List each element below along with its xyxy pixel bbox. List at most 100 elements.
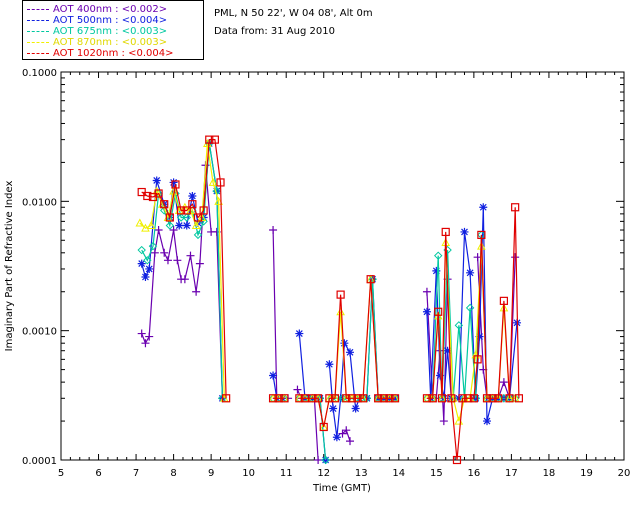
data-point bbox=[319, 422, 328, 432]
data-point bbox=[494, 394, 503, 403]
data-point bbox=[182, 206, 191, 215]
series-group bbox=[135, 135, 524, 465]
data-point bbox=[346, 437, 355, 446]
data-point bbox=[188, 200, 197, 209]
data-point bbox=[499, 296, 508, 305]
series-1 bbox=[137, 139, 522, 464]
legend-item-870nm: AOT 870nm : <0.003> bbox=[27, 37, 167, 49]
data-point bbox=[269, 226, 278, 235]
y-axis-ticks: 0.0001 0.0010 0.0100 0.1000 bbox=[22, 68, 624, 467]
x-tick-label: 16 bbox=[467, 468, 480, 479]
data-point bbox=[160, 248, 169, 257]
data-point bbox=[458, 394, 467, 403]
data-point bbox=[332, 433, 341, 442]
data-point bbox=[473, 355, 482, 364]
data-point bbox=[336, 307, 345, 316]
series-line bbox=[328, 279, 395, 438]
data-point bbox=[325, 394, 334, 403]
data-point bbox=[422, 307, 431, 316]
data-date: Data from: 31 Aug 2010 bbox=[214, 26, 335, 37]
data-point bbox=[137, 329, 146, 338]
data-point bbox=[146, 220, 156, 230]
data-point bbox=[137, 245, 146, 255]
x-tick-label: 5 bbox=[58, 468, 64, 479]
data-point bbox=[342, 394, 351, 403]
data-point bbox=[436, 371, 445, 380]
data-point bbox=[145, 264, 154, 273]
y-tick-label: 0.0100 bbox=[22, 197, 57, 208]
data-point bbox=[295, 329, 304, 338]
data-point bbox=[391, 394, 400, 403]
legend-label: AOT 1020nm : <0.004> bbox=[53, 48, 174, 59]
x-tick-label: 9 bbox=[208, 468, 214, 479]
data-point bbox=[374, 394, 383, 403]
data-point bbox=[154, 189, 163, 198]
series-4 bbox=[137, 135, 524, 465]
x-tick-label: 12 bbox=[317, 468, 330, 479]
legend-item-1020nm: AOT 1020nm : <0.004> bbox=[27, 48, 173, 60]
data-point bbox=[182, 213, 191, 222]
data-point bbox=[135, 218, 145, 227]
legend-item-400nm: AOT 400nm : <0.002> bbox=[27, 4, 167, 16]
legend: AOT 400nm : <0.002> AOT 500nm : <0.004> … bbox=[22, 0, 204, 60]
data-point bbox=[466, 268, 475, 277]
data-point bbox=[488, 394, 497, 403]
data-point bbox=[511, 253, 520, 262]
x-tick-label: 19 bbox=[580, 468, 593, 479]
data-point bbox=[186, 251, 195, 260]
data-point bbox=[180, 275, 189, 284]
data-point bbox=[325, 360, 334, 369]
data-point bbox=[145, 332, 154, 341]
data-point bbox=[454, 321, 464, 330]
legend-item-500nm: AOT 500nm : <0.004> bbox=[27, 15, 167, 27]
series-line bbox=[299, 279, 395, 428]
data-point bbox=[437, 394, 447, 403]
data-point bbox=[464, 394, 473, 403]
data-point bbox=[182, 221, 191, 230]
data-point bbox=[340, 339, 349, 348]
y-tick-label: 0.1000 bbox=[22, 68, 57, 79]
data-point bbox=[499, 378, 508, 387]
data-point bbox=[175, 221, 184, 230]
data-point bbox=[346, 348, 355, 357]
y-tick-label: 0.0001 bbox=[22, 456, 57, 467]
data-point bbox=[143, 191, 152, 201]
data-point bbox=[199, 206, 208, 215]
data-point bbox=[351, 404, 360, 413]
data-point bbox=[169, 226, 178, 235]
legend-label: AOT 870nm : <0.003> bbox=[53, 37, 168, 48]
series-line bbox=[426, 207, 520, 461]
data-point bbox=[143, 256, 152, 265]
x-tick-label: 10 bbox=[242, 468, 255, 479]
data-point bbox=[479, 203, 488, 212]
legend-label: AOT 400nm : <0.002> bbox=[53, 4, 168, 15]
data-point bbox=[269, 371, 278, 380]
series-line bbox=[299, 279, 395, 428]
data-point bbox=[293, 385, 302, 394]
data-point bbox=[274, 394, 283, 403]
x-tick-label: 17 bbox=[505, 468, 518, 479]
data-point bbox=[141, 223, 150, 232]
y-tick-label: 0.0010 bbox=[22, 327, 57, 338]
data-point bbox=[469, 394, 478, 403]
data-point bbox=[347, 394, 356, 403]
data-point bbox=[366, 275, 375, 284]
data-point bbox=[216, 178, 225, 187]
data-point bbox=[321, 455, 330, 465]
data-point bbox=[390, 394, 400, 403]
x-tick-label: 20 bbox=[618, 468, 631, 479]
y-axis-label: Imaginary Part of Refractive Index bbox=[4, 181, 15, 352]
data-point bbox=[152, 176, 161, 185]
data-point bbox=[329, 404, 338, 413]
data-point bbox=[308, 394, 317, 403]
legend-label: AOT 675nm : <0.003> bbox=[53, 26, 168, 37]
x-tick-label: 11 bbox=[280, 468, 293, 479]
data-point bbox=[439, 417, 448, 426]
data-point bbox=[475, 332, 484, 341]
data-point bbox=[477, 230, 486, 240]
data-point bbox=[192, 287, 201, 296]
data-point bbox=[314, 394, 323, 403]
legend-item-675nm: AOT 675nm : <0.003> bbox=[27, 26, 167, 38]
data-point bbox=[452, 455, 462, 465]
data-point bbox=[514, 394, 524, 403]
